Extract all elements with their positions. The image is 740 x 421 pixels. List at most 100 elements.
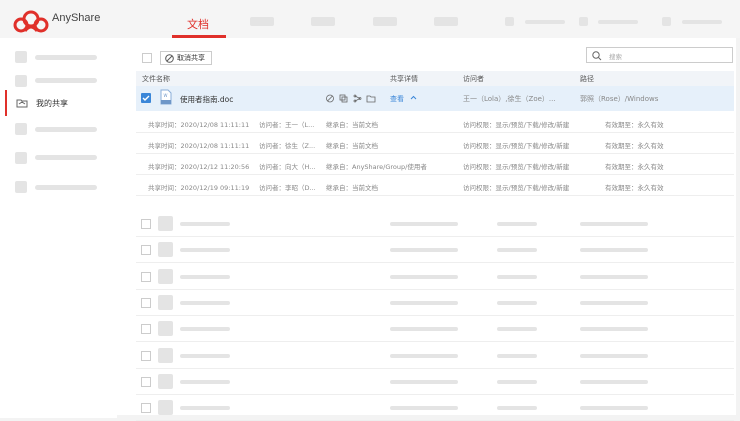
text-placeholder [497, 406, 537, 411]
file-icon-placeholder [158, 347, 173, 363]
tab-placeholder[interactable] [311, 17, 335, 26]
visitors-value: 王一（Lola）,徐生（Zoe）... [463, 95, 556, 103]
row-checkbox[interactable] [141, 350, 151, 361]
sidebar-item-placeholder[interactable] [35, 185, 97, 190]
share-permission: 访问权限：显示/预览/下载/修改/新建 [463, 121, 570, 129]
text-placeholder [497, 327, 537, 332]
text-placeholder [580, 379, 648, 384]
brand-name: AnyShare [52, 12, 101, 24]
sidebar-item-my-shares[interactable]: 我的共享 [5, 90, 117, 116]
tab-placeholder[interactable] [373, 17, 397, 26]
text-placeholder [180, 406, 230, 411]
text-placeholder [390, 327, 458, 332]
file-icon-placeholder [158, 216, 173, 231]
text-placeholder [180, 300, 230, 305]
share-folder-icon [16, 99, 28, 108]
sidebar-item-placeholder[interactable] [35, 127, 97, 132]
placeholder-row [136, 369, 734, 395]
table-row-selected[interactable]: W 使用者指南.doc 查看 王一（Lola）,徐生（Zoe）... 郭照（Ro… [136, 86, 734, 111]
share-expiry: 有效期至：永久有效 [605, 121, 664, 129]
text-placeholder [390, 248, 458, 253]
share-permission: 访问权限：显示/预览/下载/修改/新建 [463, 142, 570, 150]
text-placeholder [580, 327, 648, 332]
sidebar-icon-placeholder [15, 123, 27, 135]
share-visitor: 访问者：王一（L... [259, 121, 315, 129]
share-inherit: 继承自：当前文档 [326, 121, 378, 129]
cancel-share-button[interactable]: 取消共享 [160, 51, 212, 65]
text-placeholder [390, 300, 458, 305]
text-placeholder [390, 353, 458, 358]
sidebar-item-placeholder[interactable] [35, 78, 97, 83]
file-icon-placeholder [158, 373, 173, 389]
text-placeholder [497, 274, 537, 279]
placeholder-row [136, 211, 734, 237]
header-icon-placeholder[interactable] [662, 17, 671, 26]
text-placeholder [390, 222, 458, 226]
share-permission: 访问权限：显示/预览/下载/修改/新建 [463, 163, 570, 171]
sidebar-item-placeholder[interactable] [35, 155, 97, 160]
sidebar-item-label: 我的共享 [36, 99, 68, 108]
share-expiry: 有效期至：永久有效 [605, 142, 664, 150]
file-name[interactable]: 使用者指南.doc [180, 95, 234, 104]
row-actions[interactable] [326, 94, 376, 103]
placeholder-row [136, 264, 734, 290]
row-checkbox[interactable] [141, 219, 151, 229]
column-header-path: 路径 [580, 75, 594, 83]
search-icon [592, 51, 602, 61]
top-bar: AnyShare 文档 [0, 0, 740, 38]
table-header: 文件名称 共享详情 访问者 路径 [136, 71, 734, 86]
tab-placeholder[interactable] [434, 17, 458, 26]
column-header-details: 共享详情 [390, 75, 418, 83]
anyshare-logo [13, 10, 49, 33]
row-checkbox[interactable] [141, 376, 151, 387]
cancel-share-label: 取消共享 [177, 54, 205, 62]
share-detail-row: 共享时间：2020/12/08 11:11:11 访问者：徐生（Z... 继承自… [136, 133, 734, 154]
share-time: 共享时间：2020/12/19 09:11:19 [148, 184, 250, 192]
text-placeholder [180, 222, 230, 226]
placeholder-row [136, 316, 734, 343]
text-placeholder [180, 274, 230, 279]
file-icon-placeholder [158, 268, 173, 284]
sidebar-icon-placeholder [15, 152, 27, 164]
sidebar-icon-placeholder [15, 181, 27, 193]
row-checkbox[interactable] [141, 324, 151, 335]
row-checkbox[interactable] [141, 297, 151, 308]
share-time: 共享时间：2020/12/08 11:11:11 [148, 121, 250, 129]
text-placeholder [580, 248, 648, 253]
header-icon-placeholder[interactable] [579, 17, 588, 26]
text-placeholder [180, 248, 230, 253]
row-checkbox[interactable] [141, 245, 151, 256]
select-all-checkbox[interactable] [142, 53, 152, 63]
row-checkbox[interactable] [141, 271, 151, 282]
header-icon-placeholder[interactable] [505, 17, 514, 26]
row-checkbox-checked[interactable] [141, 93, 151, 103]
check-icon [142, 95, 150, 101]
text-placeholder [180, 327, 230, 332]
tab-placeholder[interactable] [250, 17, 274, 26]
chevron-up-icon[interactable] [410, 95, 417, 100]
row-checkbox[interactable] [141, 403, 151, 414]
share-permission: 访问权限：显示/预览/下载/修改/新建 [463, 184, 570, 192]
tab-documents[interactable]: 文档 [187, 18, 209, 31]
search-input[interactable]: 搜索 [586, 47, 733, 63]
text-placeholder [390, 406, 458, 411]
share-detail-row: 共享时间：2020/12/19 09:11:19 访问者：李昭（D... 继承自… [136, 175, 734, 196]
share-visitor: 访问者：向大（H... [259, 163, 316, 171]
share-detail-row: 共享时间：2020/12/12 11:20:56 访问者：向大（H... 继承自… [136, 154, 734, 175]
text-placeholder [180, 353, 230, 358]
share-visitor: 访问者：李昭（D... [259, 184, 316, 192]
active-tab-indicator [172, 35, 226, 38]
text-placeholder [497, 248, 537, 253]
share-inherit: 继承自：当前文档 [326, 142, 378, 150]
sidebar-item-placeholder[interactable] [35, 55, 97, 60]
column-header-name[interactable]: 文件名称 [142, 75, 170, 83]
placeholder-row [136, 343, 734, 369]
word-file-icon: W [160, 89, 172, 105]
header-text-placeholder [682, 20, 722, 24]
file-icon-placeholder [158, 242, 173, 258]
search-placeholder: 搜索 [609, 53, 622, 61]
path-value: 郭照（Rose）/Windows [580, 95, 659, 103]
text-placeholder [390, 274, 458, 279]
sidebar-icon-placeholder [15, 51, 27, 63]
view-details-link[interactable]: 查看 [390, 95, 404, 103]
